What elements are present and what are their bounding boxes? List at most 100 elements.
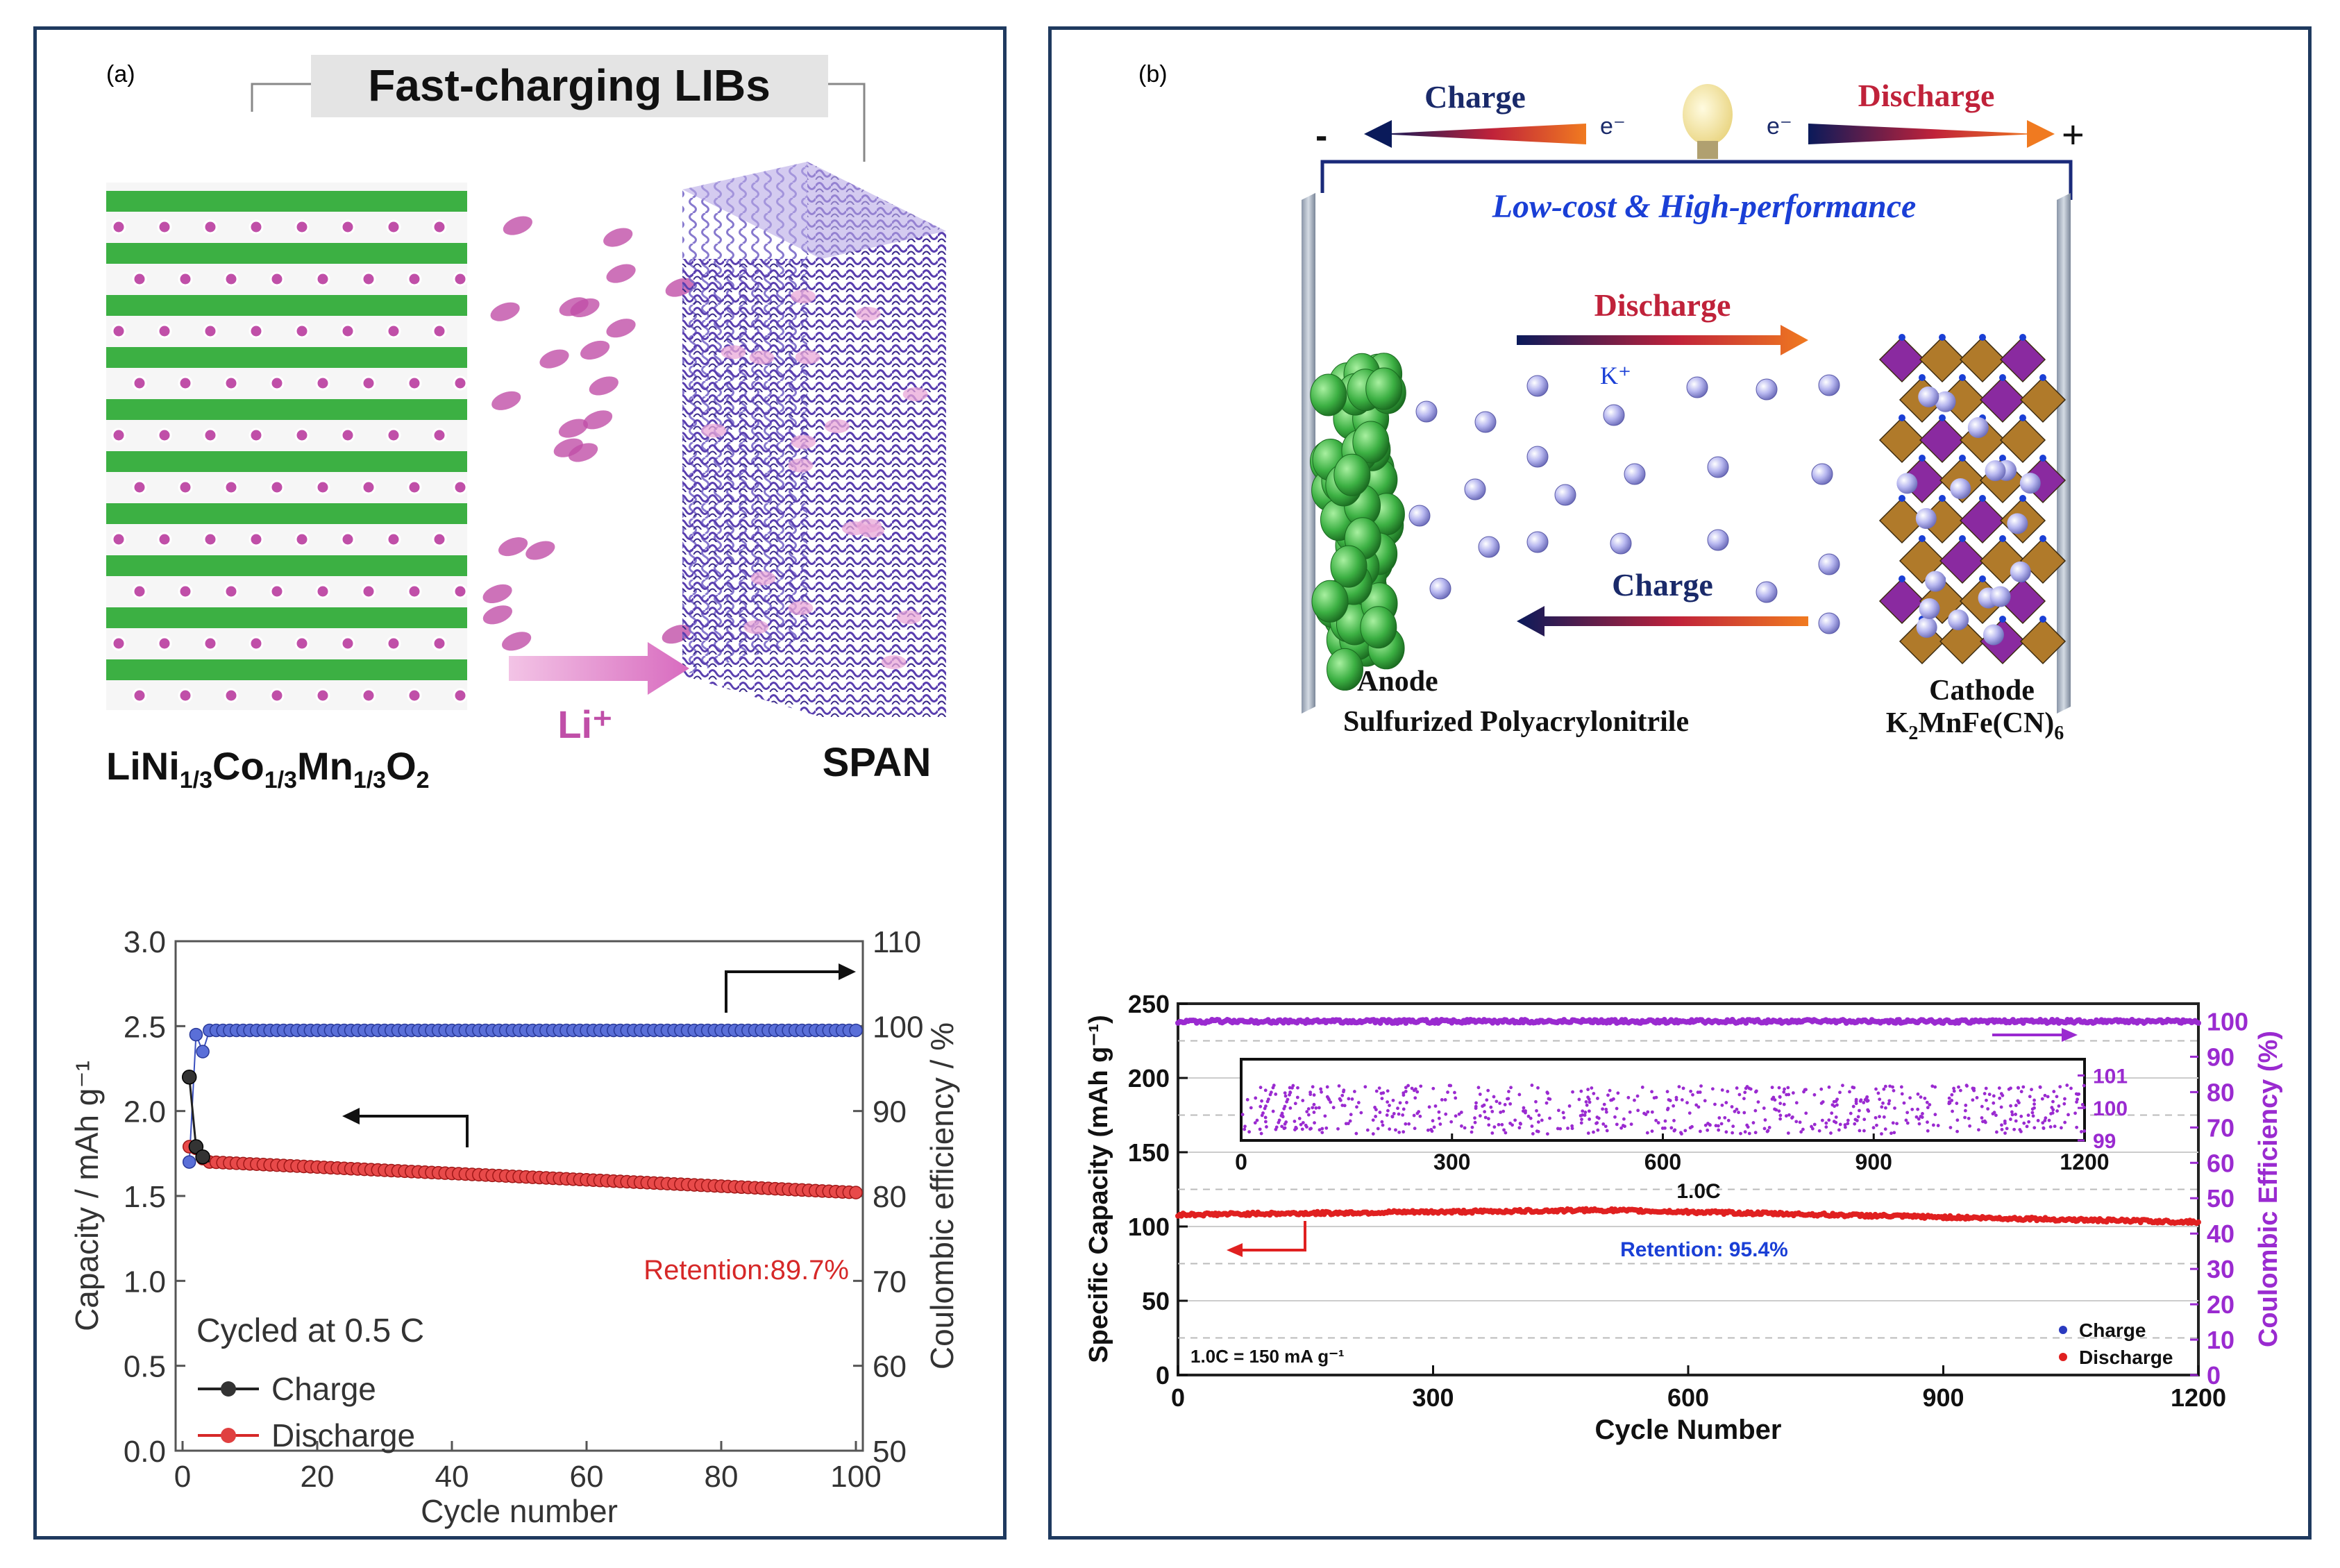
inset-point: [2075, 1125, 2079, 1129]
inset-point: [1499, 1111, 1503, 1114]
potassium-ions: [1408, 374, 1840, 634]
inset-point: [1283, 1122, 1287, 1126]
inset-point: [1498, 1102, 1502, 1105]
inset-point: [1720, 1103, 1724, 1107]
inset-point: [1784, 1114, 1788, 1118]
inset-point: [1883, 1084, 1887, 1088]
inset-point: [1306, 1113, 1311, 1117]
inset-point: [1770, 1097, 1774, 1101]
lithium-site: [407, 480, 422, 495]
inset-point: [2019, 1114, 2023, 1118]
inset-point: [2022, 1121, 2026, 1125]
octahedron: [1919, 416, 1966, 464]
lithium-site: [386, 532, 401, 547]
inset-point: [1646, 1110, 1650, 1114]
inset-point: [1348, 1119, 1352, 1123]
inset-point: [1490, 1131, 1495, 1135]
inset-point: [1509, 1086, 1513, 1090]
inset-point: [1782, 1090, 1786, 1094]
panel-b-chart: 0 50 100 150 200 250 0 10 20 30 40 50 60 70 80 90 100 0…: [1084, 990, 2283, 1445]
inset-point: [1794, 1101, 1799, 1105]
inset-point: [2032, 1102, 2036, 1106]
inset-point: [1544, 1101, 1549, 1105]
lithium-site: [132, 376, 147, 391]
inset-point: [2080, 1103, 2085, 1106]
inset-point: [1615, 1106, 1619, 1111]
x-tick-label: 0: [174, 1460, 191, 1494]
inset-point: [2067, 1113, 2070, 1117]
li-ion-label: Li⁺: [557, 702, 612, 746]
inset-point: [1920, 1115, 1924, 1119]
inset-point: [1875, 1123, 1878, 1127]
potassium-ion: [1707, 529, 1729, 551]
cathode-material: K2MnFe(CN)6: [1886, 707, 2064, 744]
inset-point: [1843, 1123, 1847, 1127]
y2-tick-label: 60: [873, 1350, 907, 1384]
minus-terminal: -: [1315, 116, 1327, 156]
inset-point: [2082, 1106, 2086, 1109]
inset-point: [1457, 1112, 1461, 1116]
legend: Charge Discharge: [198, 1371, 415, 1453]
inset-point: [1948, 1126, 1953, 1129]
potassium-ion: [1526, 375, 1549, 397]
inset-point: [1783, 1087, 1786, 1091]
schematic-title: Fast-charging LIBs: [368, 60, 771, 110]
inset-point: [1556, 1108, 1560, 1113]
inset-point: [2047, 1118, 2051, 1122]
inset-point: [1753, 1131, 1758, 1135]
top-electron-left: e⁻: [1600, 113, 1626, 140]
y-tick-label: 3.0: [124, 925, 166, 959]
inset-point: [1463, 1126, 1467, 1130]
y-tick-label: 250: [1128, 990, 1170, 1018]
inset-point: [1363, 1085, 1367, 1089]
inset-point: [1402, 1130, 1406, 1134]
anode-particles: [1310, 353, 1406, 691]
inset-point: [1473, 1116, 1476, 1120]
inset-point: [1865, 1095, 1869, 1099]
lithium-site: [386, 636, 401, 651]
inset-point: [1786, 1086, 1790, 1090]
inset-point: [1854, 1097, 1858, 1102]
inset-point: [1255, 1118, 1259, 1122]
mid-discharge-arrow: [1517, 325, 1808, 355]
lithium-ion: [580, 340, 610, 360]
inset-point: [1470, 1130, 1474, 1134]
inset-point: [1917, 1122, 1921, 1126]
rate-definition: 1.0C = 150 mA g⁻¹: [1190, 1346, 1345, 1367]
inset-point: [1933, 1113, 1937, 1117]
inset-point: [1878, 1115, 1881, 1119]
octahedron: [2019, 376, 2067, 423]
inset-point: [1858, 1129, 1862, 1133]
inset-point: [1650, 1090, 1653, 1094]
inset-point: [1277, 1118, 1281, 1122]
inset-point: [1690, 1124, 1694, 1129]
lithium-ion: [490, 302, 520, 321]
inset-y-tick-label: 100: [2093, 1097, 2128, 1120]
lattice-node: [2019, 334, 2026, 341]
inset-point: [1931, 1123, 1935, 1127]
inset-point: [1710, 1087, 1715, 1091]
inset-point: [1846, 1122, 1850, 1126]
inset-point: [1652, 1096, 1656, 1100]
inset-point: [1616, 1091, 1620, 1095]
inset-point: [1992, 1101, 1996, 1105]
inset-point: [2017, 1086, 2021, 1090]
inset-point: [1356, 1101, 1361, 1104]
inset-point: [2000, 1123, 2003, 1127]
inset-point: [1650, 1129, 1654, 1133]
inset-point: [2014, 1104, 2018, 1107]
inset-point: [1998, 1096, 2002, 1100]
inset-point: [1843, 1125, 1847, 1129]
inset-point: [1751, 1121, 1756, 1124]
inset-point: [2030, 1088, 2033, 1092]
potassium-ion: [1756, 581, 1778, 603]
lattice-node: [1899, 414, 1905, 421]
octahedron: [1878, 416, 1926, 464]
inset-point: [1263, 1115, 1268, 1120]
lithium-site: [315, 688, 330, 703]
inset-point: [1696, 1090, 1700, 1095]
lithium-site: [269, 480, 285, 495]
lithium-site: [340, 219, 355, 235]
inset-point: [1777, 1109, 1781, 1113]
inset-point: [1306, 1107, 1311, 1111]
